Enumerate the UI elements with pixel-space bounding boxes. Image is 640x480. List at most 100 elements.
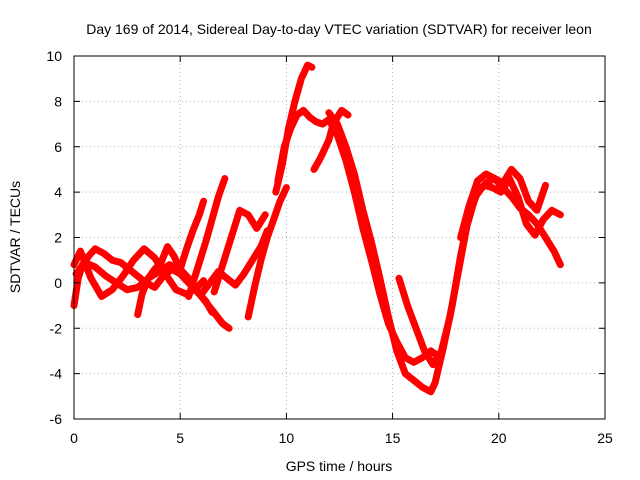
series-sat-m bbox=[395, 175, 564, 369]
data-point-marker bbox=[489, 184, 496, 191]
data-point-marker bbox=[313, 118, 320, 125]
series-sat-h bbox=[244, 184, 290, 321]
x-tick-label: 10 bbox=[279, 430, 295, 446]
data-point-marker bbox=[334, 121, 341, 128]
data-point-marker bbox=[109, 257, 116, 264]
data-point-marker bbox=[557, 261, 564, 268]
data-point-marker bbox=[457, 234, 464, 241]
data-point-marker bbox=[287, 125, 294, 132]
data-point-marker bbox=[253, 225, 260, 232]
data-point-marker bbox=[534, 207, 541, 214]
x-tick-label: 15 bbox=[385, 430, 401, 446]
data-point-marker bbox=[232, 282, 239, 289]
series-sat-e bbox=[185, 175, 229, 300]
y-tick-label: 0 bbox=[54, 275, 62, 291]
data-point-marker bbox=[419, 354, 426, 361]
data-point-marker bbox=[223, 275, 230, 282]
series-line bbox=[185, 175, 229, 300]
data-point-marker bbox=[421, 347, 428, 354]
data-point-marker bbox=[183, 245, 190, 252]
y-tick-label: 4 bbox=[54, 184, 62, 200]
data-point-marker bbox=[317, 155, 324, 162]
data-point-marker bbox=[291, 98, 298, 105]
data-point-marker bbox=[145, 275, 152, 282]
data-point-marker bbox=[215, 193, 222, 200]
series-sat-n bbox=[457, 165, 549, 241]
data-point-marker bbox=[548, 207, 555, 214]
data-point-marker bbox=[294, 111, 301, 118]
data-point-marker bbox=[124, 286, 131, 293]
data-point-marker bbox=[412, 325, 419, 332]
data-point-marker bbox=[419, 384, 426, 391]
data-point-marker bbox=[385, 313, 392, 320]
data-point-marker bbox=[185, 293, 192, 300]
series-sat-j bbox=[274, 106, 441, 366]
data-point-marker bbox=[92, 245, 99, 252]
grid bbox=[74, 56, 605, 419]
x-tick-label: 25 bbox=[597, 430, 613, 446]
x-tick-label: 20 bbox=[491, 430, 507, 446]
data-point-marker bbox=[438, 347, 445, 354]
data-point-marker bbox=[402, 354, 409, 361]
data-point-marker bbox=[281, 143, 288, 150]
data-point-marker bbox=[141, 245, 148, 252]
data-point-marker bbox=[432, 379, 439, 386]
data-point-marker bbox=[497, 189, 504, 196]
data-point-marker bbox=[196, 211, 203, 218]
data-point-marker bbox=[338, 107, 345, 114]
data-point-marker bbox=[240, 270, 247, 277]
data-point-marker bbox=[202, 239, 209, 246]
series-line bbox=[134, 197, 208, 319]
data-point-marker bbox=[257, 257, 264, 264]
y-tick-label: -4 bbox=[50, 366, 63, 382]
data-point-marker bbox=[262, 211, 269, 218]
data-point-marker bbox=[393, 347, 400, 354]
data-point-marker bbox=[429, 361, 436, 368]
data-point-marker bbox=[226, 325, 233, 332]
data-point-marker bbox=[427, 388, 434, 395]
data-point-marker bbox=[410, 377, 417, 384]
data-point-marker bbox=[206, 279, 213, 286]
y-tick-label: -2 bbox=[50, 320, 63, 336]
data-point-marker bbox=[525, 198, 532, 205]
y-tick-label: 2 bbox=[54, 230, 62, 246]
data-point-marker bbox=[102, 273, 109, 280]
data-point-marker bbox=[134, 273, 141, 280]
x-tick-label: 0 bbox=[70, 430, 78, 446]
data-point-marker bbox=[264, 234, 271, 241]
data-point-marker bbox=[277, 198, 284, 205]
data-point-marker bbox=[251, 284, 258, 291]
data-point-marker bbox=[342, 143, 349, 150]
data-point-marker bbox=[172, 286, 179, 293]
data-point-marker bbox=[219, 320, 226, 327]
data-point-marker bbox=[92, 263, 99, 270]
data-point-marker bbox=[446, 313, 453, 320]
data-point-marker bbox=[351, 170, 358, 177]
data-point-marker bbox=[514, 193, 521, 200]
data-point-marker bbox=[151, 254, 158, 261]
data-point-marker bbox=[209, 307, 216, 314]
series-sat-d bbox=[134, 197, 208, 319]
data-point-marker bbox=[249, 257, 256, 264]
data-point-marker bbox=[557, 211, 564, 218]
data-point-marker bbox=[77, 248, 84, 255]
data-point-marker bbox=[245, 313, 252, 320]
data-point-marker bbox=[319, 121, 326, 128]
data-point-marker bbox=[325, 136, 332, 143]
data-point-marker bbox=[189, 227, 196, 234]
data-point-marker bbox=[480, 182, 487, 189]
series-line bbox=[395, 175, 564, 369]
data-point-marker bbox=[395, 275, 402, 282]
data-point-marker bbox=[483, 170, 490, 177]
series-line bbox=[70, 245, 208, 300]
data-point-marker bbox=[542, 182, 549, 189]
data-point-marker bbox=[87, 275, 94, 282]
series-sat-k bbox=[310, 106, 352, 173]
data-point-marker bbox=[304, 62, 311, 69]
data-point-marker bbox=[508, 193, 515, 200]
series-group bbox=[70, 61, 564, 396]
tick-labels: 0 5 10 15 20 25 -6 -4 -2 0 2 4 6 8 10 bbox=[46, 48, 613, 446]
data-point-marker bbox=[474, 177, 481, 184]
data-point-marker bbox=[170, 252, 177, 259]
